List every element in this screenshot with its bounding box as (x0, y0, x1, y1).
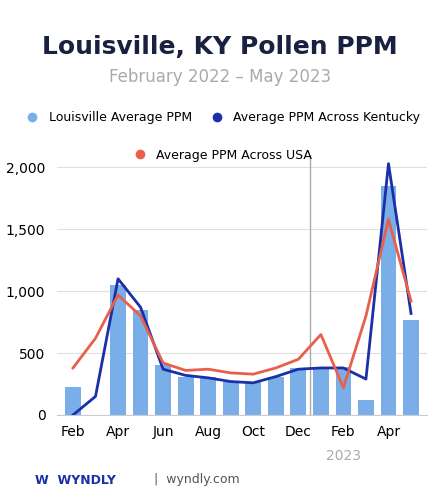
Bar (268, 376, 284, 415)
Bar (200, 376, 216, 415)
Bar (133, 310, 148, 415)
Bar (65, 386, 81, 415)
Text: February 2022 – May 2023: February 2022 – May 2023 (109, 68, 331, 86)
Bar (223, 382, 238, 415)
Legend: Louisville Average PPM, Average PPM Across Kentucky: Louisville Average PPM, Average PPM Acro… (15, 106, 425, 129)
Bar (336, 366, 351, 415)
Bar (155, 366, 171, 415)
Bar (381, 186, 396, 415)
Bar (290, 368, 306, 415)
Text: Louisville, KY Pollen PPM: Louisville, KY Pollen PPM (42, 35, 398, 59)
Bar (403, 320, 419, 415)
Bar (246, 382, 261, 415)
Text: |  wyndly.com: | wyndly.com (154, 474, 240, 486)
Text: W  WYNDLY: W WYNDLY (35, 474, 116, 486)
Bar (313, 366, 329, 415)
Text: 2023: 2023 (326, 449, 361, 463)
Legend: Average PPM Across USA: Average PPM Across USA (123, 144, 317, 167)
Bar (178, 376, 194, 415)
Bar (110, 285, 126, 415)
Bar (358, 400, 374, 415)
